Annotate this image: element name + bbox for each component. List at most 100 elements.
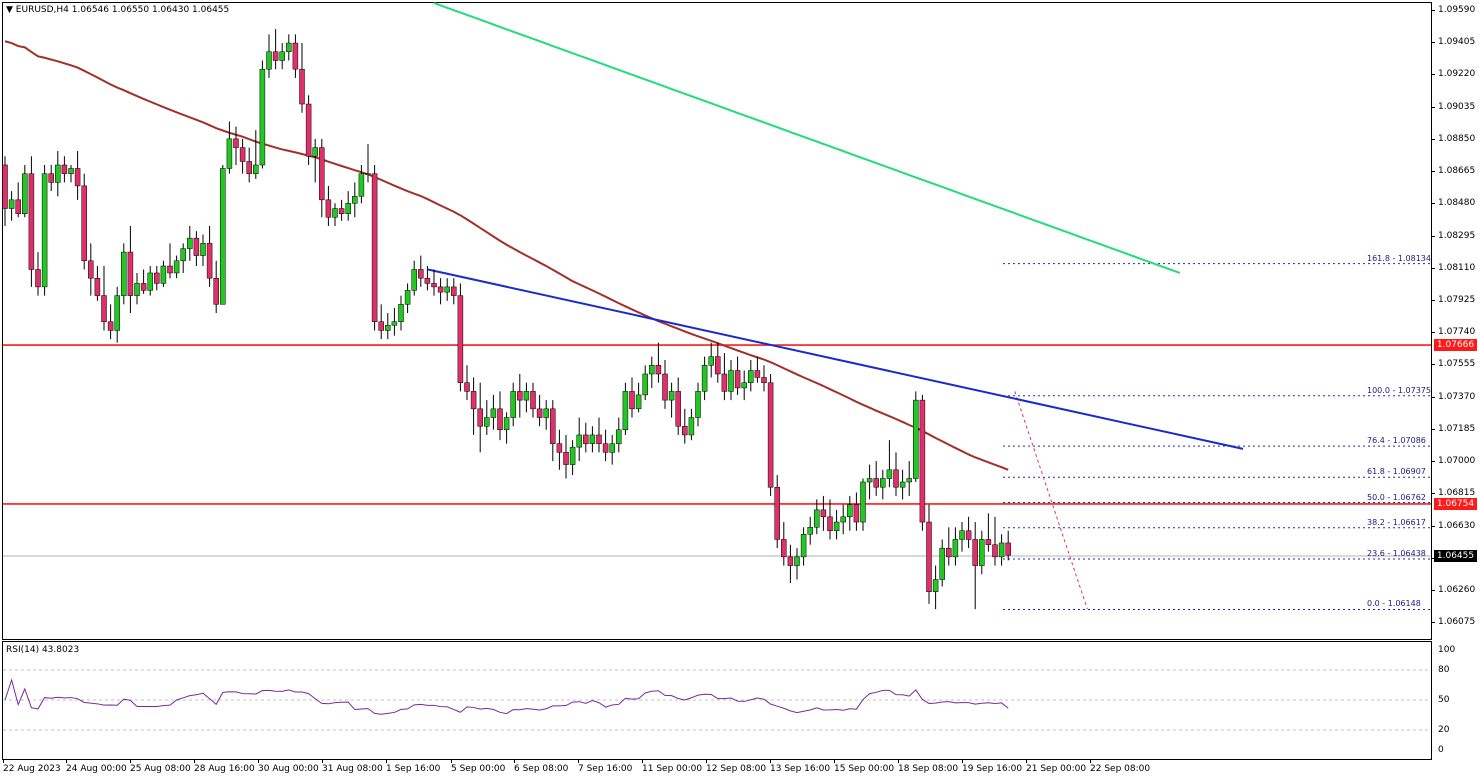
time-tick-label: 25 Aug 08:00	[130, 764, 191, 774]
candle-bull	[180, 248, 186, 262]
candle-bull	[932, 579, 939, 592]
price-tick	[1431, 428, 1435, 430]
candle-bull	[589, 434, 596, 444]
candle-bear	[246, 161, 252, 174]
time-tick	[1026, 759, 1027, 763]
price-tick	[1431, 589, 1435, 591]
fib-level-label: 100.0 - 1.07375	[1367, 385, 1431, 395]
price-tick	[1431, 9, 1435, 11]
time-tick	[258, 759, 259, 763]
price-tick-label: 1.07370	[1438, 391, 1476, 402]
candle-bull	[266, 51, 272, 70]
candle-bear	[556, 443, 563, 453]
price-tick-label: 1.06075	[1438, 617, 1476, 628]
candle-bear	[655, 365, 662, 375]
candle-bull	[114, 295, 120, 331]
candle-bull	[794, 556, 800, 566]
price-tick	[1431, 42, 1435, 44]
candle-bull	[510, 391, 516, 418]
candle-bull	[998, 542, 1005, 558]
time-tick-label: 18 Sep 08:00	[898, 764, 959, 774]
fib-anchor-line	[1014, 391, 1088, 610]
candle-bear	[787, 556, 794, 566]
price-tick-label: 1.08850	[1438, 133, 1476, 144]
dropdown-triangle-icon[interactable]: ▼	[6, 5, 13, 15]
candle-bear	[767, 382, 774, 488]
candle-bear	[61, 164, 68, 174]
fib-level-label: 76.4 - 1.07086	[1367, 436, 1426, 446]
time-tick	[898, 759, 899, 763]
price-box: 1.06754	[1434, 497, 1477, 510]
candle-bear	[140, 283, 147, 291]
candle-bear	[378, 321, 384, 331]
candle-bear	[873, 478, 879, 488]
candle-bull	[55, 164, 61, 183]
chart-header: ▼ EURUSD,H4 1.06546 1.06550 1.06430 1.06…	[6, 5, 229, 15]
candle-bull	[444, 286, 450, 293]
rsi-tick-label: 20	[1438, 725, 1450, 735]
time-tick	[834, 759, 835, 763]
candle-bull	[695, 391, 701, 418]
time-tick-label: 15 Sep 00:00	[834, 764, 895, 774]
symbol-label: EURUSD,H4	[15, 5, 69, 15]
candle-bull	[741, 382, 747, 389]
candle-bull	[358, 173, 365, 197]
candle-bear	[371, 173, 378, 322]
price-tick-label: 1.08110	[1438, 262, 1476, 273]
candle-bear	[154, 272, 160, 284]
price-tick-label: 1.06630	[1438, 520, 1476, 531]
time-tick	[706, 759, 707, 763]
candle-bull	[259, 68, 266, 166]
candle-bull	[312, 147, 318, 157]
candle-bear	[213, 277, 219, 305]
price-tick-label: 1.08480	[1438, 198, 1476, 209]
time-tick-label: 22 Aug 2023	[3, 764, 61, 774]
candle-bear	[338, 208, 345, 215]
candle-bear	[299, 68, 305, 105]
candle-bear	[682, 425, 688, 436]
time-tick	[386, 759, 387, 763]
price-tick	[1431, 493, 1435, 495]
price-tick-label: 1.09405	[1438, 37, 1476, 48]
price-tick	[1431, 138, 1435, 140]
candle-bear	[583, 434, 589, 444]
price-tick-label: 1.09220	[1438, 69, 1476, 80]
candle-bull	[68, 168, 74, 174]
candle-bear	[206, 243, 213, 279]
candle-bull	[906, 478, 912, 483]
candle-bull	[649, 365, 655, 375]
candle-bear	[88, 260, 94, 279]
candle-bear	[946, 547, 952, 558]
candle-bull	[833, 521, 840, 532]
price-tick	[1431, 364, 1435, 366]
candle-bull	[688, 417, 695, 436]
candle-bear	[451, 286, 457, 296]
candle-bear	[754, 370, 761, 378]
candle-bull	[200, 243, 206, 256]
candle-bull	[609, 443, 615, 453]
time-tick-label: 1 Sep 16:00	[386, 764, 441, 774]
candle-bear	[827, 516, 833, 532]
price-tick	[1431, 332, 1435, 334]
candle-bear	[596, 434, 602, 444]
candle-bull	[147, 272, 153, 291]
candle-bull	[134, 283, 140, 296]
candle-bull	[226, 138, 233, 169]
candle-bull	[708, 356, 714, 366]
time-tick	[194, 759, 195, 763]
time-tick-label: 11 Sep 00:00	[642, 764, 703, 774]
candle-bear	[15, 199, 21, 215]
candle-bear	[992, 544, 998, 558]
candle-bear	[470, 391, 477, 410]
price-tick	[1431, 235, 1435, 237]
candle-bear	[477, 408, 483, 427]
candle-bear	[424, 277, 431, 284]
candle-bear	[193, 237, 200, 256]
fib-level-label: 61.8 - 1.06907	[1367, 467, 1426, 477]
candle-bull	[484, 417, 490, 427]
candle-bear	[761, 377, 767, 383]
price-chart-panel[interactable]	[2, 2, 1432, 640]
candle-bear	[101, 295, 107, 322]
candle-bear	[550, 408, 556, 444]
candle-bull	[748, 370, 754, 383]
